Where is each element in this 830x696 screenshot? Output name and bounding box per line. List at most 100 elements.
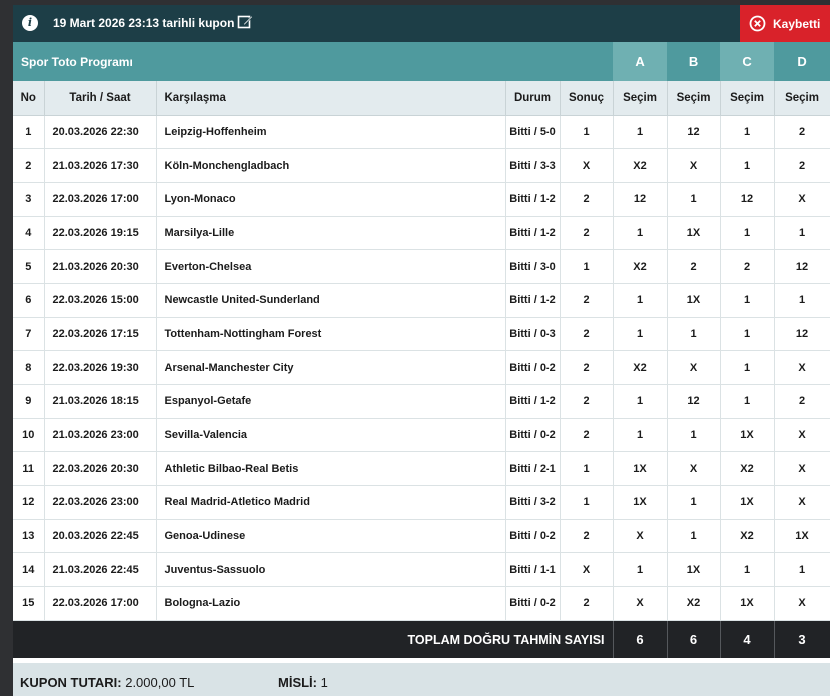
table-row: 15 22.03.2026 17:00 Bologna-Lazio Bitti / 0… (13, 586, 830, 621)
row-date: 22.03.2026 19:15 (44, 216, 157, 251)
row-pick-a: X2 (613, 249, 668, 284)
table-row: 10 21.03.2026 23:00 Sevilla-Valencia Bitti … (13, 418, 830, 453)
row-result: 2 (560, 283, 614, 318)
row-status: Bitti / 2-1 (505, 451, 561, 487)
row-match: Bologna-Lazio (156, 586, 506, 621)
row-pick-b: 1X (667, 552, 721, 588)
row-result: 1 (560, 485, 614, 520)
row-pick-b: 1 (667, 182, 721, 217)
lost-status-label: Kaybetti (773, 17, 821, 31)
row-date: 22.03.2026 17:15 (44, 317, 157, 352)
row-match: Marsilya-Lille (156, 216, 506, 251)
coupon-amount: KUPON TUTARI: 2.000,00 TL (20, 675, 194, 690)
row-status: Bitti / 3-0 (505, 249, 561, 284)
info-icon[interactable]: i (22, 15, 38, 31)
edit-icon[interactable] (237, 14, 253, 30)
lost-status-button[interactable]: Kaybetti (740, 5, 830, 42)
row-result: 2 (560, 350, 614, 385)
row-pick-a: 1 (613, 552, 668, 588)
row-match: Espanyol-Getafe (156, 384, 506, 419)
row-pick-a: X (613, 519, 668, 554)
row-pick-c: X2 (720, 519, 775, 554)
row-pick-d: 2 (774, 115, 830, 150)
row-no: 6 (13, 283, 45, 318)
row-pick-d: X (774, 418, 830, 453)
row-status: Bitti / 1-1 (505, 552, 561, 588)
table-row: 4 22.03.2026 19:15 Marsilya-Lille Bitti / 1… (13, 216, 830, 251)
row-status: Bitti / 0-3 (505, 317, 561, 352)
row-pick-a: 1 (613, 384, 668, 419)
close-circle-icon (749, 15, 766, 32)
row-match: Arsenal-Manchester City (156, 350, 506, 385)
col-no: No (13, 81, 45, 116)
coupon-footer: KUPON TUTARI: 2.000,00 TL MİSLİ: 1 (13, 663, 830, 696)
col-pick-b: Seçim (667, 81, 721, 116)
row-no: 9 (13, 384, 45, 419)
table-row: 13 20.03.2026 22:45 Genoa-Udinese Bitti / 0… (13, 519, 830, 554)
row-no: 11 (13, 451, 45, 487)
coupon-title: 19 Mart 2026 23:13 tarihli kupon (53, 16, 235, 30)
total-d: 3 (774, 620, 830, 659)
row-no: 7 (13, 317, 45, 352)
table-row: 5 21.03.2026 20:30 Everton-Chelsea Bitti / … (13, 249, 830, 284)
table-row: 1 20.03.2026 22:30 Leipzig-Hoffenheim Bitti… (13, 115, 830, 150)
table-row: 14 21.03.2026 22:45 Juventus-Sassuolo Bitti… (13, 552, 830, 588)
row-pick-b: 2 (667, 249, 721, 284)
group-a-header: A (613, 42, 668, 81)
row-pick-b: X (667, 451, 721, 487)
row-date: 21.03.2026 17:30 (44, 148, 157, 183)
row-result: 2 (560, 182, 614, 217)
table-row: 6 22.03.2026 15:00 Newcastle United-Sunder… (13, 283, 830, 318)
row-pick-c: 1 (720, 317, 775, 352)
row-status: Bitti / 1-2 (505, 216, 561, 251)
table-row: 11 22.03.2026 20:30 Athletic Bilbao-Real B… (13, 451, 830, 487)
row-date: 22.03.2026 23:00 (44, 485, 157, 520)
table-row: 7 22.03.2026 17:15 Tottenham-Nottingham Fo… (13, 317, 830, 352)
coupon-multiplier: MİSLİ: 1 (278, 675, 328, 690)
row-result: 1 (560, 249, 614, 284)
row-result: 2 (560, 216, 614, 251)
row-pick-b: 1 (667, 317, 721, 352)
row-pick-c: 1 (720, 350, 775, 385)
table-row: 9 21.03.2026 18:15 Espanyol-Getafe Bitti / … (13, 384, 830, 419)
col-result: Sonuç (560, 81, 614, 116)
row-pick-c: 1 (720, 283, 775, 318)
row-match: Leipzig-Hoffenheim (156, 115, 506, 150)
row-pick-c: 1X (720, 586, 775, 621)
row-no: 4 (13, 216, 45, 251)
row-status: Bitti / 1-2 (505, 182, 561, 217)
row-pick-a: 1 (613, 283, 668, 318)
total-c: 4 (720, 620, 775, 659)
row-no: 1 (13, 115, 45, 150)
row-pick-d: X (774, 350, 830, 385)
row-pick-d: X (774, 586, 830, 621)
row-result: 2 (560, 418, 614, 453)
row-pick-c: X2 (720, 451, 775, 487)
program-table: Spor Toto Programı A B C D No Tarih / Sa… (13, 42, 830, 659)
row-pick-c: 12 (720, 182, 775, 217)
row-pick-b: 1X (667, 283, 721, 318)
row-pick-a: X2 (613, 350, 668, 385)
row-pick-d: X (774, 451, 830, 487)
row-pick-c: 1 (720, 216, 775, 251)
row-date: 22.03.2026 20:30 (44, 451, 157, 487)
row-no: 2 (13, 148, 45, 183)
row-date: 22.03.2026 19:30 (44, 350, 157, 385)
row-pick-a: 1 (613, 418, 668, 453)
row-pick-a: 1 (613, 115, 668, 150)
row-status: Bitti / 1-2 (505, 283, 561, 318)
row-pick-d: 2 (774, 384, 830, 419)
row-status: Bitti / 0-2 (505, 418, 561, 453)
table-row: 3 22.03.2026 17:00 Lyon-Monaco Bitti / 1-2 2… (13, 182, 830, 217)
row-pick-a: 12 (613, 182, 668, 217)
row-match: Sevilla-Valencia (156, 418, 506, 453)
row-pick-b: X2 (667, 586, 721, 621)
col-date: Tarih / Saat (44, 81, 157, 116)
row-result: 2 (560, 519, 614, 554)
row-no: 12 (13, 485, 45, 520)
group-b-header: B (667, 42, 721, 81)
row-date: 21.03.2026 23:00 (44, 418, 157, 453)
row-pick-b: 1 (667, 519, 721, 554)
total-b: 6 (667, 620, 721, 659)
row-match: Everton-Chelsea (156, 249, 506, 284)
